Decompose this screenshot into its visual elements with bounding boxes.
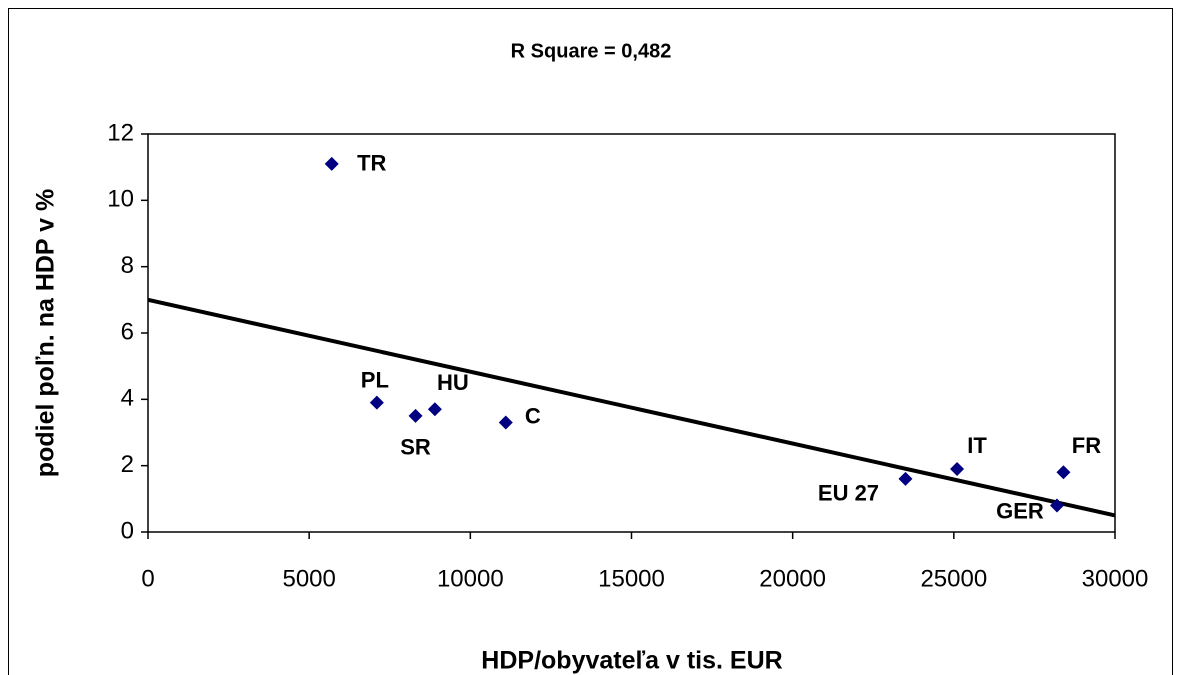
point-label: GER [996,498,1044,523]
point [950,461,965,476]
x-tick-label: 10000 [437,565,504,592]
point-label: SR [400,435,431,460]
point-label: PL [361,367,389,392]
point-label: HU [437,370,469,395]
y-tick-label: 8 [121,252,134,279]
x-tick-label: 0 [141,565,154,592]
x-tick-label: 5000 [282,565,335,592]
point-label: C [525,403,541,428]
chart-title: R Square = 0,482 [511,40,672,62]
y-axis-title: podiel poľn. na HDP v % [32,189,60,477]
y-tick-label: 10 [107,186,134,213]
y-tick-label: 6 [121,318,134,345]
x-axis-title: HDP/obyvateľa v tis. EUR [481,647,782,675]
point [498,415,513,430]
point [1049,498,1064,513]
x-tick-label: 25000 [920,565,987,592]
point [369,395,384,410]
x-tick-label: 20000 [759,565,826,592]
x-tick-label: 30000 [1082,565,1149,592]
y-tick-label: 4 [121,385,134,412]
point-label: FR [1072,433,1101,458]
y-tick-label: 12 [107,119,134,146]
x-tick-label: 15000 [598,565,665,592]
point-label: IT [967,433,987,458]
point [408,408,423,423]
point [324,156,339,171]
y-tick-label: 2 [121,451,134,478]
trend-line [147,297,1116,518]
point-label: EU 27 [818,481,879,506]
point [427,402,442,417]
point [1056,465,1071,480]
point-label: TR [357,151,386,176]
point [898,471,913,486]
y-tick-label: 0 [121,517,134,544]
